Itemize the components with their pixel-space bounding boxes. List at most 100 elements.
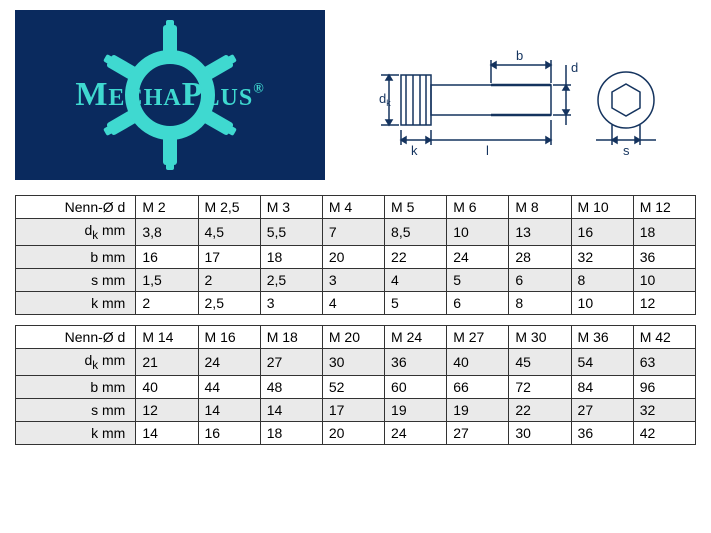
data-cell: 22 [385,245,447,268]
table-row: b mm161718202224283236 [16,245,696,268]
data-cell: 30 [322,348,384,375]
data-cell: 4 [385,268,447,291]
data-cell: 66 [447,375,509,398]
data-cell: M 42 [633,325,695,348]
label-l: l [486,143,489,158]
data-cell: 5,5 [260,219,322,246]
data-cell: 8,5 [385,219,447,246]
data-cell: 7 [322,219,384,246]
tables-container: Nenn-Ø dM 2M 2,5M 3M 4M 5M 6M 8M 10M 12d… [0,190,711,460]
row-label: s mm [16,398,136,421]
data-cell: M 2 [136,196,198,219]
row-label: s mm [16,268,136,291]
data-cell: 2,5 [198,291,260,314]
data-cell: 42 [633,421,695,444]
row-label: Nenn-Ø d [16,325,136,348]
data-cell: 14 [260,398,322,421]
data-cell: 32 [633,398,695,421]
data-cell: 10 [447,219,509,246]
data-cell: 45 [509,348,571,375]
data-cell: 20 [322,245,384,268]
table-row: Nenn-Ø dM 14M 16M 18M 20M 24M 27M 30M 36… [16,325,696,348]
row-label: dk mm [16,348,136,375]
data-cell: 12 [633,291,695,314]
data-cell: 2 [198,268,260,291]
header: MechaPlus® [0,0,711,190]
data-cell: 16 [198,421,260,444]
table-row: Nenn-Ø dM 2M 2,5M 3M 4M 5M 6M 8M 10M 12 [16,196,696,219]
data-cell: 17 [198,245,260,268]
data-cell: 63 [633,348,695,375]
table-row: k mm141618202427303642 [16,421,696,444]
data-cell: 6 [447,291,509,314]
data-cell: M 18 [260,325,322,348]
data-cell: 14 [136,421,198,444]
logo-text: MechaPlus® [75,76,264,114]
spec-table-2: Nenn-Ø dM 14M 16M 18M 20M 24M 27M 30M 36… [15,325,696,445]
data-cell: M 16 [198,325,260,348]
spec-table-1: Nenn-Ø dM 2M 2,5M 3M 4M 5M 6M 8M 10M 12d… [15,195,696,315]
label-b: b [516,48,523,63]
table-row: dk mm3,84,55,578,510131618 [16,219,696,246]
data-cell: 17 [322,398,384,421]
data-cell: 44 [198,375,260,398]
table-row: s mm1,522,53456810 [16,268,696,291]
table-row: k mm22,5345681012 [16,291,696,314]
data-cell: 18 [633,219,695,246]
data-cell: M 3 [260,196,322,219]
data-cell: 27 [447,421,509,444]
data-cell: 8 [571,268,633,291]
data-cell: M 27 [447,325,509,348]
row-label: k mm [16,291,136,314]
data-cell: 28 [509,245,571,268]
data-cell: 1,5 [136,268,198,291]
data-cell: M 8 [509,196,571,219]
data-cell: 30 [509,421,571,444]
label-s: s [623,143,630,158]
data-cell: 84 [571,375,633,398]
data-cell: M 10 [571,196,633,219]
data-cell: 3 [322,268,384,291]
data-cell: 27 [260,348,322,375]
data-cell: M 12 [633,196,695,219]
data-cell: 18 [260,421,322,444]
data-cell: 5 [385,291,447,314]
table-row: b mm404448526066728496 [16,375,696,398]
data-cell: 52 [322,375,384,398]
data-cell: 13 [509,219,571,246]
data-cell: 14 [198,398,260,421]
data-cell: 22 [509,398,571,421]
data-cell: 36 [633,245,695,268]
data-cell: 5 [447,268,509,291]
data-cell: 27 [571,398,633,421]
data-cell: 2,5 [260,268,322,291]
data-cell: M 20 [322,325,384,348]
data-cell: M 4 [322,196,384,219]
data-cell: 3,8 [136,219,198,246]
data-cell: 24 [447,245,509,268]
logo: MechaPlus® [15,10,325,180]
data-cell: 19 [447,398,509,421]
data-cell: 4,5 [198,219,260,246]
data-cell: 20 [322,421,384,444]
data-cell: 24 [385,421,447,444]
data-cell: 54 [571,348,633,375]
data-cell: M 2,5 [198,196,260,219]
table-row: s mm121414171919222732 [16,398,696,421]
data-cell: 32 [571,245,633,268]
data-cell: M 30 [509,325,571,348]
data-cell: 10 [633,268,695,291]
data-cell: M 6 [447,196,509,219]
table-row: dk mm212427303640455463 [16,348,696,375]
data-cell: 21 [136,348,198,375]
data-cell: 36 [571,421,633,444]
data-cell: 2 [136,291,198,314]
data-cell: 6 [509,268,571,291]
data-cell: 24 [198,348,260,375]
data-cell: 16 [136,245,198,268]
data-cell: 18 [260,245,322,268]
row-label: b mm [16,375,136,398]
row-label: dk mm [16,219,136,246]
data-cell: 16 [571,219,633,246]
data-cell: 3 [260,291,322,314]
